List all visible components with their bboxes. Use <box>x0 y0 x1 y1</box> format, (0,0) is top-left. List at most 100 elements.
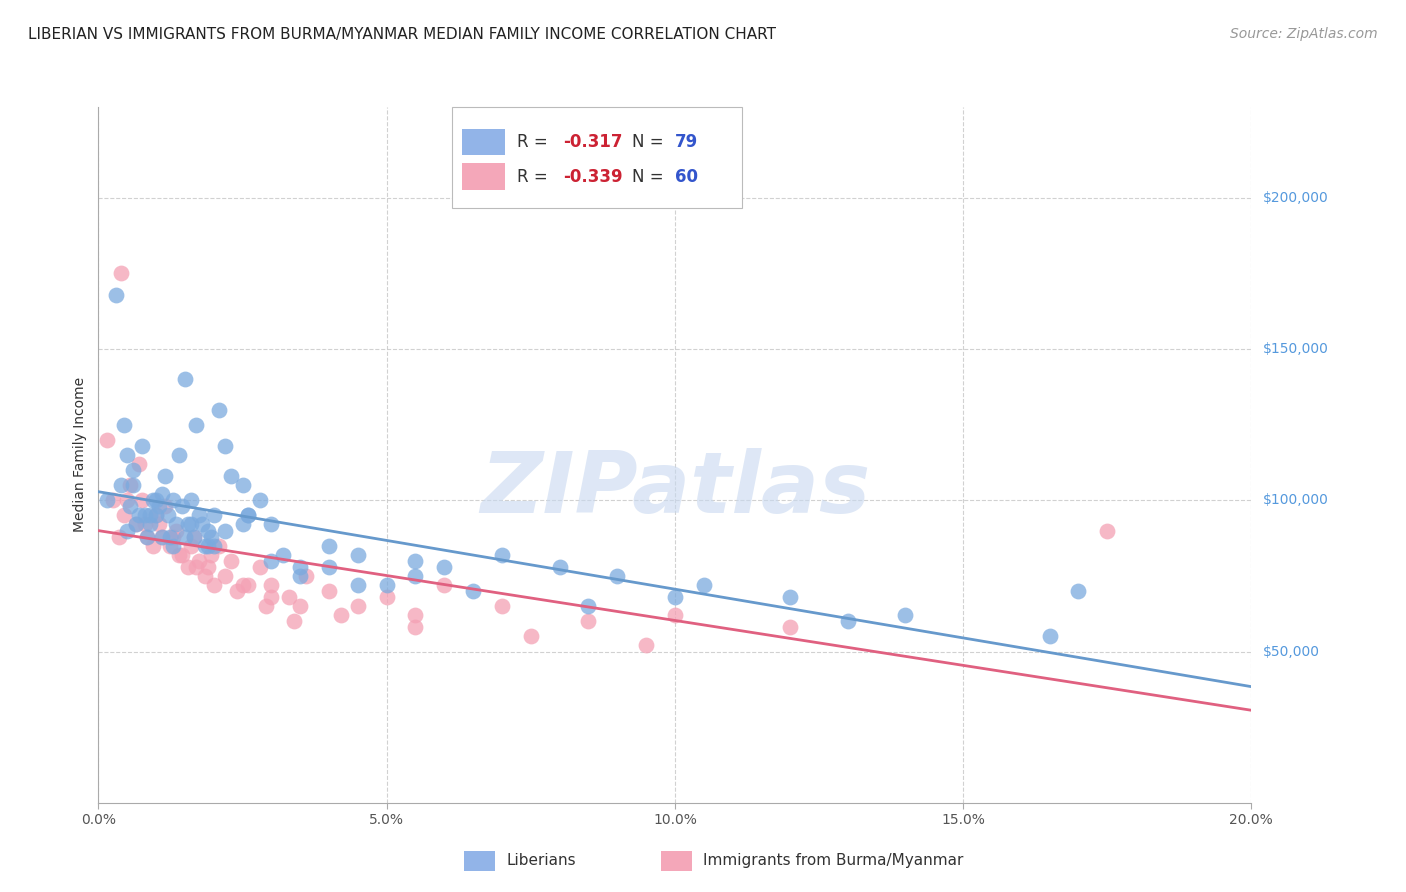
Point <box>548 559 571 574</box>
Point <box>150 530 173 544</box>
Point <box>162 539 184 553</box>
Point <box>1097 524 1119 538</box>
Point <box>260 590 283 604</box>
Point <box>346 548 368 562</box>
Point <box>202 539 225 553</box>
Point <box>225 584 247 599</box>
Point <box>277 590 299 604</box>
Point <box>162 493 184 508</box>
Point <box>208 402 231 417</box>
Point <box>200 530 222 544</box>
Point <box>167 448 190 462</box>
Point <box>271 548 294 562</box>
Text: $200,000: $200,000 <box>1263 191 1329 205</box>
Point <box>461 584 484 599</box>
Point <box>1067 584 1090 599</box>
Text: $100,000: $100,000 <box>1263 493 1329 508</box>
Point <box>520 629 543 643</box>
Point <box>145 508 167 523</box>
Point <box>107 530 129 544</box>
Point <box>156 508 179 523</box>
Point <box>180 517 202 532</box>
Point <box>150 530 173 544</box>
Point <box>153 469 176 483</box>
Text: N =: N = <box>633 133 669 151</box>
Point <box>110 478 132 492</box>
Point <box>110 267 132 281</box>
Text: Immigrants from Burma/Myanmar: Immigrants from Burma/Myanmar <box>703 854 963 868</box>
Point <box>122 478 145 492</box>
Point <box>180 493 202 508</box>
Point <box>231 478 254 492</box>
Point <box>159 539 181 553</box>
Point <box>290 599 312 614</box>
Point <box>693 578 716 592</box>
FancyBboxPatch shape <box>461 163 505 190</box>
Point <box>214 439 236 453</box>
Point <box>128 457 150 471</box>
Point <box>636 639 658 653</box>
Point <box>219 554 242 568</box>
Text: $50,000: $50,000 <box>1263 645 1320 658</box>
Point <box>191 517 214 532</box>
Point <box>405 608 427 623</box>
Point <box>159 530 181 544</box>
Point <box>249 559 271 574</box>
Text: ZIPatlas: ZIPatlas <box>479 448 870 532</box>
Point <box>136 530 159 544</box>
Point <box>346 578 368 592</box>
Point <box>134 508 156 523</box>
Point <box>238 578 260 592</box>
Point <box>779 590 801 604</box>
Point <box>186 417 208 432</box>
Point <box>188 508 211 523</box>
Text: N =: N = <box>633 168 669 186</box>
Point <box>214 569 236 583</box>
Text: 79: 79 <box>675 133 699 151</box>
Point <box>664 590 686 604</box>
Point <box>120 478 142 492</box>
Point <box>214 524 236 538</box>
Point <box>177 517 200 532</box>
Point <box>117 524 138 538</box>
Point <box>405 569 427 583</box>
Point <box>148 500 170 514</box>
Text: 60: 60 <box>675 168 697 186</box>
Point <box>260 554 283 568</box>
Point <box>170 500 193 514</box>
Point <box>405 554 427 568</box>
Point <box>112 417 135 432</box>
Point <box>894 608 917 623</box>
Point <box>128 508 150 523</box>
Text: LIBERIAN VS IMMIGRANTS FROM BURMA/MYANMAR MEDIAN FAMILY INCOME CORRELATION CHART: LIBERIAN VS IMMIGRANTS FROM BURMA/MYANMA… <box>28 27 776 42</box>
Point <box>131 493 153 508</box>
Point <box>183 530 205 544</box>
Point <box>96 433 118 447</box>
Point <box>202 508 225 523</box>
Point <box>139 517 162 532</box>
Point <box>131 439 153 453</box>
Point <box>491 548 513 562</box>
Point <box>433 559 456 574</box>
Point <box>167 548 190 562</box>
Y-axis label: Median Family Income: Median Family Income <box>73 377 87 533</box>
FancyBboxPatch shape <box>461 128 505 155</box>
Point <box>177 559 200 574</box>
Point <box>1038 629 1062 643</box>
Point <box>219 469 242 483</box>
Point <box>142 493 165 508</box>
Point <box>238 508 260 523</box>
Text: R =: R = <box>517 168 553 186</box>
Point <box>200 548 222 562</box>
Point <box>122 463 145 477</box>
Point <box>231 578 254 592</box>
Point <box>249 493 271 508</box>
Point <box>433 578 456 592</box>
Point <box>197 524 219 538</box>
Point <box>165 524 187 538</box>
Point <box>318 559 340 574</box>
Point <box>174 530 197 544</box>
Point <box>779 620 801 634</box>
Point <box>148 517 170 532</box>
Point <box>283 615 305 629</box>
